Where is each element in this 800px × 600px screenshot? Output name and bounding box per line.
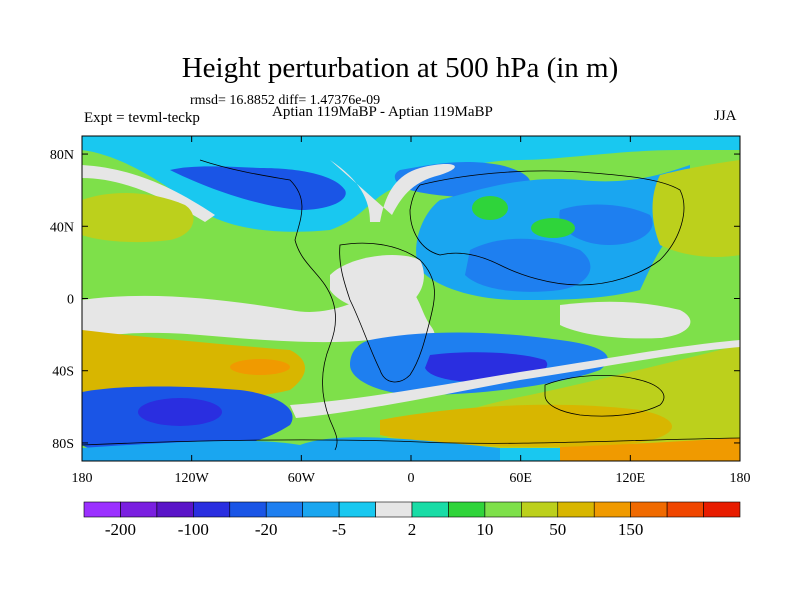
colorbar-swatch bbox=[156, 501, 194, 518]
white-band-north-2 bbox=[330, 160, 455, 222]
northeast-yellow bbox=[652, 160, 740, 257]
coastline-americas bbox=[199, 159, 338, 451]
colorbar-label: 50 bbox=[549, 520, 566, 539]
antarctic-orange-east bbox=[560, 438, 740, 461]
latitude-axis: 80N 40N 0 40S 80S bbox=[50, 148, 740, 452]
colorbar-swatch bbox=[521, 501, 559, 518]
rmsd-diff-stats: rmsd= 16.8852 diff= 1.47376e-09 bbox=[190, 93, 381, 108]
colorbar-swatch bbox=[557, 501, 595, 518]
colorbar-swatch bbox=[229, 501, 267, 518]
colorbar-label: -5 bbox=[332, 520, 346, 539]
lon-tick-label: 60E bbox=[509, 471, 532, 486]
colorbar-swatch bbox=[338, 501, 376, 518]
colorbar bbox=[83, 501, 741, 518]
colorbar-swatch bbox=[703, 501, 741, 518]
south-pacific-high bbox=[82, 330, 305, 399]
lat-tick-label: 0 bbox=[67, 293, 74, 308]
south-indian-high-core bbox=[380, 404, 673, 447]
colorbar-swatch bbox=[630, 501, 668, 518]
white-band-south bbox=[290, 340, 740, 418]
south-pacific-low-core bbox=[138, 398, 222, 426]
paleo-coastlines bbox=[82, 159, 740, 451]
lon-tick-label: 120W bbox=[175, 471, 210, 486]
green-patch-pacific bbox=[531, 218, 575, 238]
longitude-axis: 180 120W 60W 0 60E 120E 180 bbox=[72, 136, 751, 486]
colorbar-swatch bbox=[593, 501, 631, 518]
colorbar-swatch bbox=[411, 501, 449, 518]
lon-tick-label: 120E bbox=[616, 471, 646, 486]
green-patch-asia bbox=[472, 196, 508, 220]
equatorial-white-center bbox=[330, 255, 424, 312]
lat-tick-label: 40N bbox=[50, 220, 74, 235]
north-blue-band bbox=[82, 136, 740, 232]
lat-tick-label: 40S bbox=[52, 365, 74, 380]
pacific-low bbox=[559, 204, 653, 245]
lon-tick-label: 180 bbox=[72, 471, 93, 486]
lon-tick-label: 0 bbox=[408, 471, 415, 486]
experiment-label: Expt = tevml-teckp bbox=[84, 110, 200, 126]
coastline-antarctica bbox=[82, 437, 740, 446]
northwest-yellow bbox=[82, 193, 194, 243]
colorbar-swatch bbox=[302, 501, 340, 518]
colorbar-label: 2 bbox=[408, 520, 417, 539]
colorbar-swatch bbox=[448, 501, 486, 518]
case-subtitle: Aptian 119MaBP - Aptian 119MaBP bbox=[272, 104, 493, 120]
colorbar-swatch bbox=[193, 501, 231, 518]
lat-tick-label: 80N bbox=[50, 148, 74, 163]
colorbar-swatch bbox=[265, 501, 303, 518]
height-perturbation-field bbox=[82, 136, 740, 461]
equatorial-white-east bbox=[560, 301, 691, 339]
south-pacific-high-core bbox=[230, 359, 290, 375]
coastline-australia bbox=[544, 375, 665, 417]
north-america-low bbox=[170, 166, 346, 210]
colorbar-label: -20 bbox=[255, 520, 278, 539]
lon-tick-label: 180 bbox=[730, 471, 751, 486]
colorbar-swatch bbox=[120, 501, 158, 518]
lon-tick-label: 60W bbox=[288, 471, 316, 486]
season-label: JJA bbox=[714, 108, 737, 124]
lat-tick-label: 80S bbox=[52, 437, 74, 452]
colorbar-labels: -200 -100 -20 -5 2 10 50 150 bbox=[105, 520, 644, 539]
colorbar-label: -100 bbox=[178, 520, 209, 539]
colorbar-swatch bbox=[83, 501, 121, 518]
coastline-eurasia bbox=[409, 170, 685, 286]
colorbar-label: -200 bbox=[105, 520, 136, 539]
figure-title: Height perturbation at 500 hPa (in m) bbox=[181, 52, 619, 84]
colorbar-swatch bbox=[666, 501, 704, 518]
colorbar-label: 150 bbox=[618, 520, 644, 539]
colorbar-swatch bbox=[484, 501, 522, 518]
asia-low bbox=[465, 238, 591, 292]
colorbar-swatch bbox=[375, 501, 413, 518]
antarctic-band-west bbox=[82, 437, 500, 461]
equatorial-white-west bbox=[82, 285, 435, 343]
colorbar-label: 10 bbox=[476, 520, 493, 539]
coastline-africa bbox=[339, 242, 435, 383]
